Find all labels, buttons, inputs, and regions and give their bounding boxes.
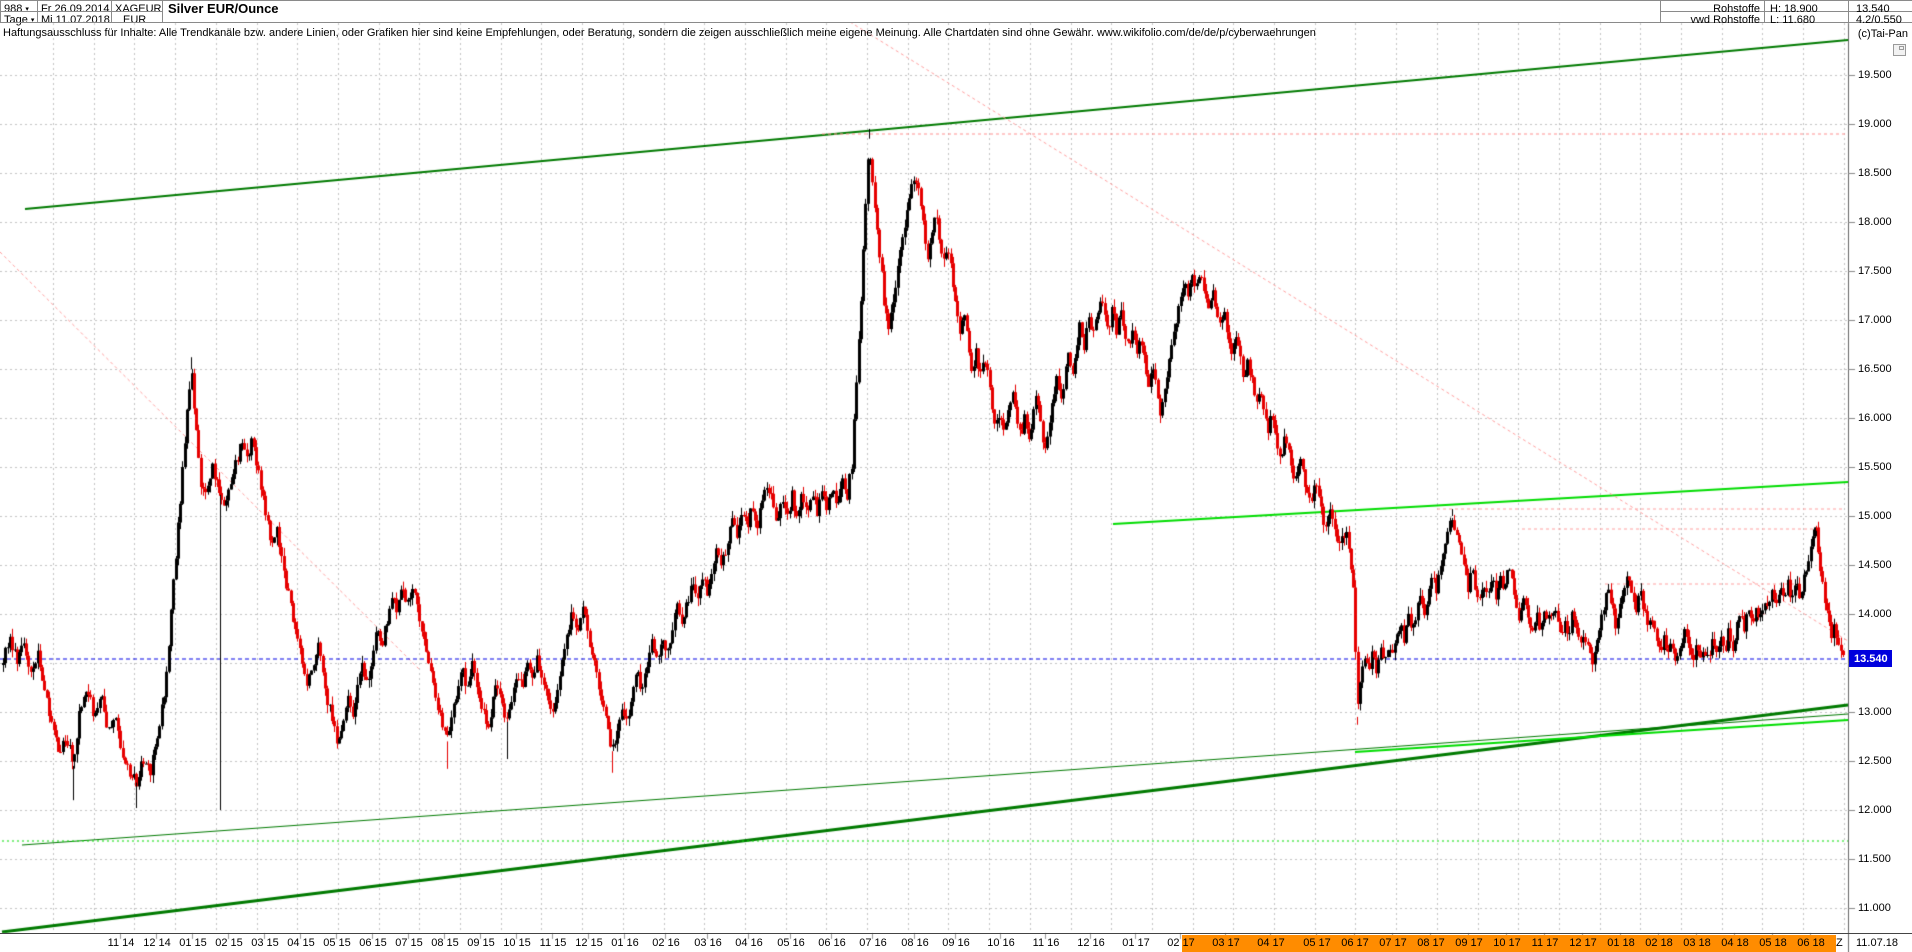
x-axis-month-label: 12 15 [575,937,603,949]
copyright-label: (c)Tai-Pan [1857,28,1908,40]
y-axis-tick-label: 13.000 [1858,706,1892,718]
chevron-down-icon: ▾ [30,17,35,24]
change-info-label: 4.2/0.550 [1856,14,1902,26]
x-axis-month-label: 05 15 [323,937,351,949]
x-axis-month-label: 07 15 [395,937,423,949]
x-axis-month-label: 09 17 [1455,937,1483,949]
x-axis-month-label: 04 17 [1257,937,1285,949]
x-axis-month-label: 11 15 [539,937,567,949]
y-axis-tick-label: 19.500 [1858,69,1892,81]
y-axis-tick-label: 11.500 [1858,853,1891,865]
y-axis-tick-label: 15.500 [1858,461,1892,473]
x-axis-month-label: 06 15 [359,937,387,949]
x-axis-month-label: 03 18 [1683,937,1711,949]
x-axis-month-label: 01 18 [1607,937,1635,949]
minimize-box-icon[interactable] [1893,44,1906,56]
x-axis-month-label: 03 16 [694,937,722,949]
x-axis-month-label: 02 15 [215,937,243,949]
y-axis-tick-label: 17.000 [1858,314,1892,326]
y-axis-tick-label: 14.000 [1858,608,1892,620]
y-axis-tick-label: 14.500 [1858,559,1892,571]
period-high-label: H: 18.900 [1770,3,1818,15]
x-axis-month-label: 11 14 [107,937,135,949]
x-axis-month-label: 07 17 [1379,937,1407,949]
last-price-label: 13.540 [1856,3,1890,15]
x-axis-month-label: 01 17 [1122,937,1150,949]
x-axis-month-label: 01 15 [179,937,207,949]
y-axis-tick-label: 16.000 [1858,412,1892,424]
x-axis-month-label: 04 16 [735,937,763,949]
x-axis-month-label: 11 17 [1531,937,1559,949]
y-axis-tick-label: 11.000 [1858,902,1891,914]
currency-label: EUR [123,14,147,26]
x-axis-month-label: 10 17 [1493,937,1521,949]
x-axis-month-label: 06 18 [1797,937,1825,949]
chevron-down-icon: ▾ [25,6,29,13]
x-axis: 11 14 12 14 01 15 02 15 03 15 04 15 05 15 06 15… [0,933,1912,952]
y-axis-tick-label: 15.000 [1858,510,1892,522]
x-axis-month-label: 12 16 [1077,937,1105,949]
x-axis-month-label: 06 17 [1341,937,1369,949]
x-axis-month-label: 05 17 [1303,937,1331,949]
x-axis-month-label: 02 16 [652,937,680,949]
symbol-label: XAGEUR [115,3,162,15]
x-axis-month-label: 08 15 [431,937,459,949]
feed-name-label: Rohstoffe [1713,3,1760,15]
x-axis-month-label: 02 18 [1645,937,1673,949]
y-axis-tick-label: 18.500 [1858,167,1892,179]
y-axis-tick-label: 17.500 [1858,265,1892,277]
x-axis-month-label: 01 16 [611,937,639,949]
x-axis-month-label: 08 16 [901,937,929,949]
y-axis-tick-label: 19.000 [1858,118,1892,130]
x-axis-month-label: 05 18 [1759,937,1787,949]
x-axis-month-label: 06 16 [818,937,846,949]
x-axis-month-label: 02 17 [1167,937,1195,949]
feed-name-label2: vwd Rohstoffe [1690,14,1760,26]
page-title: Silver EUR/Ounce [168,1,279,16]
x-axis-month-label: 12 14 [143,937,171,949]
x-axis-month-label: 07 16 [859,937,887,949]
y-axis-tick-label: 12.500 [1858,755,1892,767]
date-to-field[interactable]: Mi 11.07.2018 [41,14,110,26]
x-axis-month-label: 04 18 [1721,937,1749,949]
x-axis-month-label: 04 15 [287,937,315,949]
date-from-field[interactable]: Fr 26.09.2014 [41,3,110,15]
zoom-flag-label: Z [1836,937,1843,949]
bar-count-dropdown[interactable]: 988 ▾ [4,3,29,15]
x-axis-month-label: 11 16 [1032,937,1060,949]
x-axis-month-label: 12 17 [1569,937,1597,949]
period-low-label: L: 11.680 [1770,14,1816,26]
x-axis-month-label: 10 15 [503,937,531,949]
x-axis-month-label: 05 16 [777,937,805,949]
x-axis-month-label: 03 15 [251,937,279,949]
x-axis-month-label: 10 16 [987,937,1015,949]
last-price-tag: 13.540 [1849,650,1892,668]
x-axis-highlight-band [1182,935,1836,952]
period-dropdown[interactable]: Tage ▾ [4,14,35,26]
y-axis-tick-label: 12.000 [1858,804,1892,816]
x-axis-month-label: 09 15 [467,937,495,949]
last-date-label: 11.07.18 [1856,937,1899,949]
y-axis-tick-label: 16.500 [1858,363,1892,375]
y-axis-tick-label: 18.000 [1858,216,1892,228]
x-axis-month-label: 03 17 [1212,937,1240,949]
x-axis-month-label: 09 16 [942,937,970,949]
disclaimer-text: Haftungsausschluss für Inhalte: Alle Tre… [3,27,1316,39]
x-axis-month-label: 08 17 [1417,937,1445,949]
